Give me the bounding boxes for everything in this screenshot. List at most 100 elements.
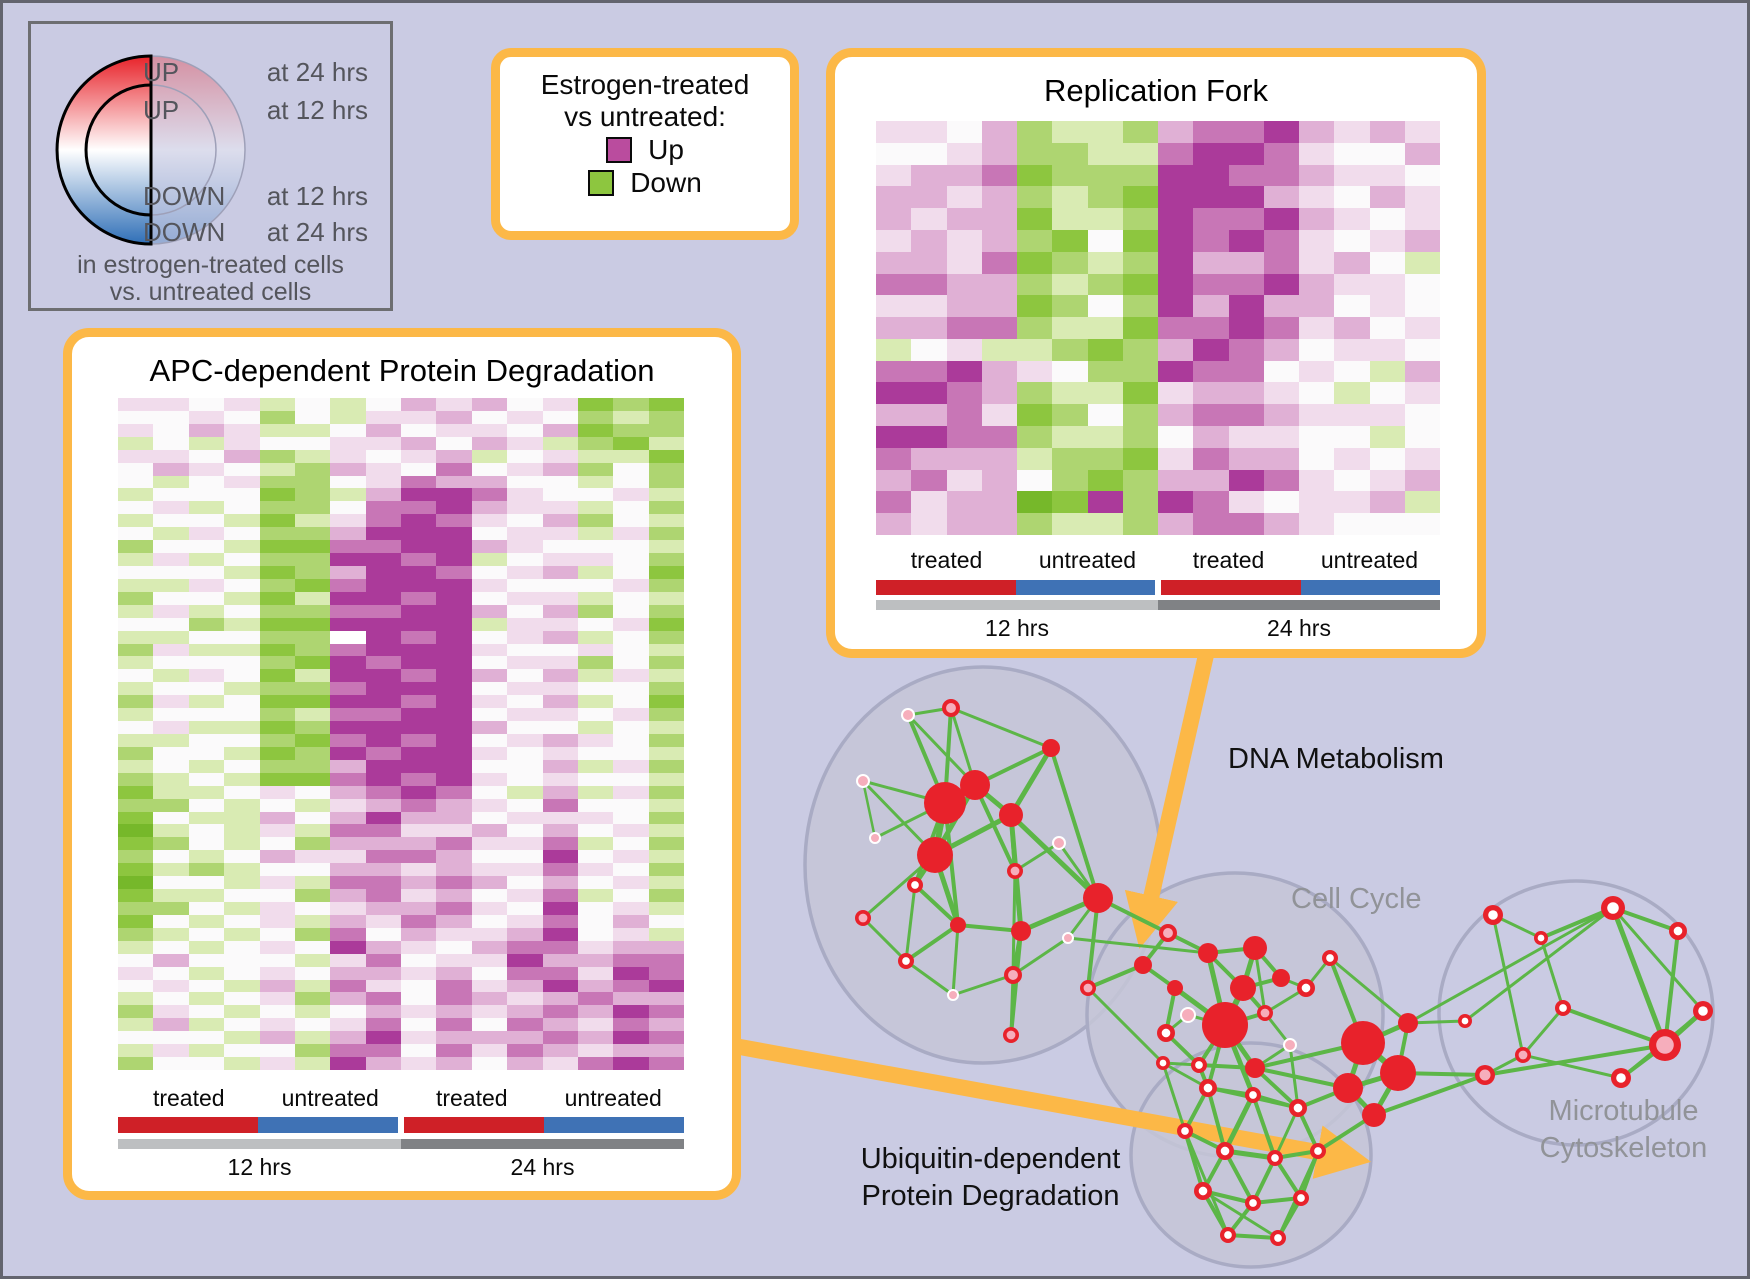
heatmap-cell xyxy=(1299,491,1335,514)
heatmap-cell xyxy=(507,1005,543,1019)
heatmap-cell xyxy=(153,410,189,424)
heatmap-cell xyxy=(1087,360,1123,383)
heatmap-cell xyxy=(365,901,401,915)
heatmap-cell xyxy=(188,475,225,489)
heatmap-cell xyxy=(294,837,331,851)
heatmap-cell xyxy=(1193,426,1229,448)
heatmap-cell xyxy=(436,901,472,915)
heatmap-cell xyxy=(330,462,366,476)
heatmap-cell xyxy=(613,475,649,489)
heatmap-cell xyxy=(330,527,366,541)
network-edge xyxy=(1253,1066,1350,1090)
heatmap-cell xyxy=(436,927,472,941)
heatmap-cell xyxy=(188,527,225,541)
network-edge xyxy=(1288,1043,1300,1110)
heatmap-cell xyxy=(330,565,366,579)
heatmap-cell xyxy=(118,553,154,566)
heatmap-cell xyxy=(471,721,508,734)
heatmap-cell xyxy=(981,229,1017,252)
network-edge xyxy=(1086,963,1145,990)
heatmap-cell xyxy=(577,682,614,696)
network-edge xyxy=(1406,906,1615,1025)
heatmap-cell xyxy=(330,449,366,463)
heatmap-cell xyxy=(188,798,225,812)
heatmap-cell xyxy=(259,772,295,786)
heatmap-cell xyxy=(507,966,543,980)
treated-bar xyxy=(118,1117,258,1133)
heatmap-cell xyxy=(648,682,684,696)
heatmap-cell xyxy=(294,785,331,799)
heatmap-cell xyxy=(365,398,401,411)
heatmap-cell xyxy=(188,565,225,579)
heatmap-cell xyxy=(1334,186,1370,209)
heatmap-cell xyxy=(876,295,912,318)
heatmap-cell xyxy=(542,1031,578,1045)
heatmap-cell xyxy=(294,695,331,709)
arrow-apc-to-ubiquitin xyxy=(727,1037,1372,1179)
heatmap-cell xyxy=(648,992,684,1006)
heatmap-cell xyxy=(330,1018,366,1032)
heatmap-cell xyxy=(1369,164,1405,187)
network-edge xyxy=(951,923,960,997)
heatmap-cell xyxy=(648,850,684,864)
heatmap-cell xyxy=(330,436,366,450)
up-color-swatch xyxy=(606,136,633,163)
heatmap-cell xyxy=(876,447,912,470)
heatmap-cell xyxy=(118,721,154,734)
heatmap-cell xyxy=(153,901,189,915)
heatmap-cell xyxy=(330,488,366,502)
heatmap-cell xyxy=(365,746,401,760)
heatmap-cell xyxy=(1369,447,1405,470)
heatmap-cell xyxy=(1334,142,1370,165)
heatmap-cell xyxy=(1228,513,1264,535)
heatmap-cell xyxy=(1052,469,1088,492)
heatmap-cell xyxy=(577,527,614,541)
heatmap-cell xyxy=(507,992,543,1006)
heatmap-cell xyxy=(224,708,260,722)
heatmap-cell xyxy=(259,475,295,489)
network-node-pink xyxy=(1052,836,1066,850)
heatmap-cell xyxy=(507,410,543,424)
heatmap-cell xyxy=(577,475,614,489)
heatmap-cell xyxy=(577,578,614,592)
heatmap-cell xyxy=(294,953,331,967)
network-node xyxy=(1198,943,1218,963)
rf-time-labels: 12 hrs 24 hrs xyxy=(876,615,1440,642)
heatmap-cell xyxy=(542,1018,578,1032)
heatmap-cell xyxy=(330,643,366,657)
heatmap-cell xyxy=(471,1057,508,1070)
heatmap-cell xyxy=(542,759,578,773)
heatmap-cell xyxy=(577,1057,614,1070)
heatmap-cell xyxy=(648,591,684,605)
heatmap-cell xyxy=(224,811,260,825)
cluster-label-dna-metabolism: DNA Metabolism xyxy=(1228,743,1444,775)
heatmap-cell xyxy=(911,338,947,361)
heatmap-cell xyxy=(401,527,437,541)
network-edge xyxy=(1539,936,1565,1010)
network-edge xyxy=(1066,936,1210,955)
heatmap-cell xyxy=(1299,469,1335,492)
network-edge xyxy=(1251,1156,1277,1205)
heatmap-cell xyxy=(294,914,331,928)
heatmap-cell xyxy=(1404,469,1440,492)
untreated-bar xyxy=(544,1117,684,1133)
network-node-core-white xyxy=(1249,1199,1257,1207)
heatmap-cell xyxy=(1263,404,1299,427)
heatmap-cell xyxy=(1228,338,1264,361)
heatmap-cell xyxy=(613,746,649,760)
heatmap-cell xyxy=(648,695,684,709)
heatmap-cell xyxy=(224,772,260,786)
heatmap-cell xyxy=(507,462,543,476)
heatmap-cell xyxy=(471,410,508,424)
heatmap-cell xyxy=(613,772,649,786)
heatmap-cell xyxy=(365,578,401,592)
network-node-core-white xyxy=(1249,1091,1257,1099)
heatmap-cell xyxy=(507,398,543,411)
heatmap-cell xyxy=(1158,469,1194,492)
up-down-ring-icon xyxy=(55,54,246,246)
heatmap-cell xyxy=(188,746,225,760)
heatmap-cell xyxy=(118,979,154,993)
heatmap-cell xyxy=(577,669,614,683)
heatmap-cell xyxy=(365,1005,401,1019)
heatmap-cell xyxy=(1334,447,1370,470)
